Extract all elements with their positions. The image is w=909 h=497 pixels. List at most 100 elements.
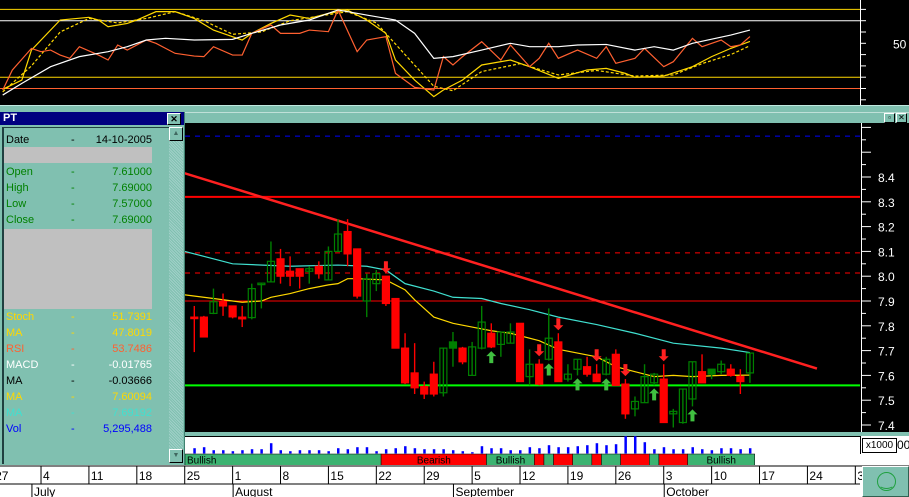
candle-body (333, 233, 343, 252)
price-tick-label: 8.2 (878, 221, 895, 235)
chart-window-titlebar[interactable]: ▫ ✕ (185, 112, 909, 123)
date-ticks: 27411182518152229512192631017243JulyAugu… (0, 466, 864, 497)
candle-body (688, 361, 697, 400)
candle-body (669, 410, 678, 415)
trendline (185, 172, 818, 370)
date-tick-label: 24 (809, 469, 823, 483)
date-tick-label: 3 (857, 469, 864, 483)
price-axis: 7.4 7.5 7.6 7.7 7.8 7.9 8.0 8.1 8.2 8.3 8.4 (861, 126, 895, 433)
volume-bar (643, 442, 647, 454)
sell-arrow-icon (553, 318, 564, 331)
volume-bar (509, 450, 512, 454)
price-plot (185, 135, 860, 428)
candle-body (238, 316, 247, 320)
candle-body (257, 282, 266, 286)
scroll-up-button[interactable]: ▲ (169, 127, 183, 141)
data-row-ma: MA - 7.69192 (6, 405, 152, 421)
candle-body (573, 358, 582, 370)
volume-bar (538, 448, 541, 454)
volume-bar (547, 445, 551, 454)
volume-bar (356, 447, 359, 454)
data-row-dash: - (71, 391, 75, 403)
data-row-label: Low (6, 198, 27, 210)
data-row-value: 5,295,488 (103, 423, 152, 435)
candle-body (745, 352, 755, 374)
oscillator-axis: 50 (860, 8, 907, 101)
data-row-label: High (6, 182, 29, 194)
buy-arrow-icon (572, 378, 583, 391)
volume-bar (662, 447, 666, 454)
sell-arrow-icon (658, 349, 669, 362)
smiley-icon: ‿ (877, 472, 896, 491)
close-chart-button[interactable]: ✕ (896, 113, 907, 123)
data-row-stoch: Stoch - 51.7391 (6, 309, 152, 325)
date-tick-label: 1 (235, 469, 242, 483)
volume-bar (394, 448, 397, 454)
data-row-value: 7.69000 (112, 214, 152, 226)
data-row-ma: MA - 7.60094 (6, 389, 152, 405)
volume-bar (729, 448, 733, 454)
status-button[interactable]: ‿ (862, 466, 909, 497)
volume-bar (595, 443, 599, 454)
data-row-dash: - (71, 134, 75, 146)
data-row-label: Open (6, 166, 33, 178)
data-row-label: MA (6, 407, 23, 419)
data-window-close-button[interactable]: ✕ (167, 113, 181, 125)
data-row-label: MA (6, 391, 23, 403)
buy-arrow-icon (601, 378, 612, 391)
volume-bar (653, 449, 656, 454)
candle-body (650, 373, 659, 384)
buy-arrow-icon (486, 351, 497, 364)
candle-body (286, 270, 295, 277)
data-row-macd: MACD - -0.01765 (6, 357, 152, 373)
data-window-titlebar[interactable]: PT ✕ (0, 112, 184, 125)
buy-arrow-icon (543, 363, 554, 376)
data-row-label: Close (6, 214, 35, 226)
data-row-dash: - (71, 423, 75, 435)
volume-bar (298, 450, 302, 454)
data-window-title: PT (3, 112, 18, 124)
candle-body (458, 347, 467, 363)
data-row-label: MA (6, 327, 23, 339)
volume-bar (250, 449, 254, 454)
volume-bar (576, 446, 579, 454)
volume-bar (701, 449, 704, 454)
oscillator-pane (0, 0, 909, 105)
scroll-down-button[interactable]: ▼ (169, 449, 183, 463)
data-window: PT ✕ Date - 14-10-2005 Open - 7.61000 High - 7.6… (0, 112, 185, 465)
data-window-scrollbar[interactable]: ▲ ▼ (169, 127, 183, 463)
volume-scale-label: x1000 (862, 438, 897, 453)
blank-row (4, 147, 152, 163)
candle-body (592, 373, 601, 383)
date-tick-label: 29 (426, 469, 440, 483)
data-row-dash: - (71, 166, 75, 178)
volume-bar (605, 445, 608, 454)
volume-bar (748, 448, 752, 454)
candle-body (496, 331, 505, 345)
candle-body (506, 331, 515, 344)
data-row-value: 7.61000 (112, 166, 152, 178)
volume-bar (212, 450, 215, 454)
volume-bar (681, 449, 685, 454)
volume-bar (586, 445, 589, 454)
candle-body (563, 373, 573, 380)
candle-body (295, 268, 304, 277)
candle-body (602, 358, 611, 375)
data-row-ma: MA - 47.8019 (6, 325, 152, 341)
volume-splitter[interactable] (185, 432, 909, 436)
data-row-dash: - (71, 311, 75, 323)
pane-splitter[interactable] (0, 105, 909, 112)
candle-body (487, 332, 496, 348)
month-label: October (666, 485, 709, 497)
candle-body (515, 322, 525, 383)
oscillator-series-line (2, 11, 751, 93)
restore-icon: ▫ (888, 113, 891, 122)
data-row-value: 53.7486 (112, 343, 152, 355)
date-tick-label: 4 (43, 469, 50, 483)
candle-body (707, 368, 716, 375)
restore-button[interactable]: ▫ (884, 113, 895, 123)
price-tick-label: 7.7 (878, 345, 895, 359)
candle-body (448, 341, 458, 349)
